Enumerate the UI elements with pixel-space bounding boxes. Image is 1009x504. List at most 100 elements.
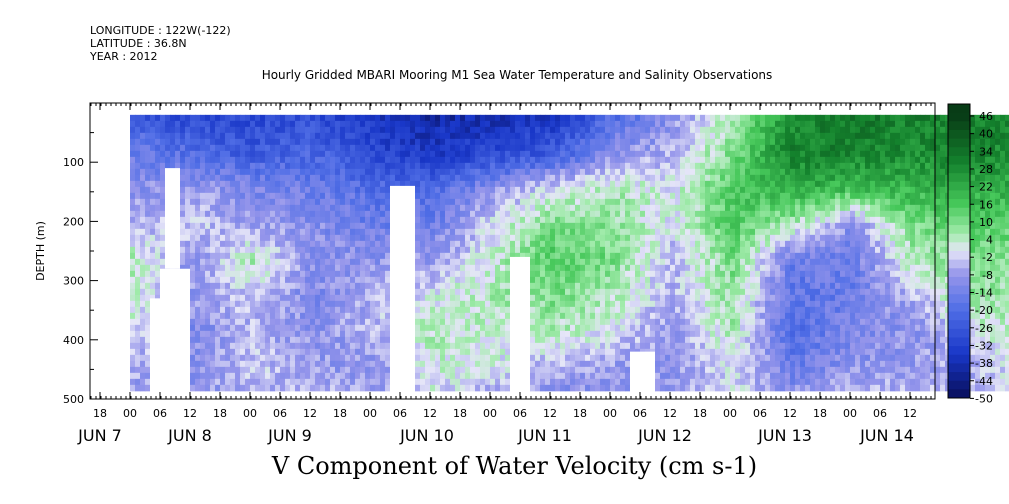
- heatmap-cell: [620, 330, 626, 338]
- heatmap-cell: [305, 330, 311, 338]
- heatmap-cell: [245, 120, 251, 128]
- heatmap-cell: [365, 372, 371, 380]
- heatmap-cell: [300, 174, 306, 182]
- heatmap-cell: [620, 174, 626, 182]
- heatmap-cell: [365, 270, 371, 278]
- heatmap-cell: [485, 186, 491, 194]
- heatmap-cell: [470, 282, 476, 290]
- heatmap-cell: [245, 126, 251, 134]
- heatmap-cell: [385, 294, 391, 302]
- heatmap-cell: [210, 282, 216, 290]
- heatmap-cell: [580, 288, 586, 296]
- heatmap-cell: [335, 318, 341, 326]
- heatmap-cell: [575, 240, 581, 248]
- heatmap-cell: [535, 168, 541, 176]
- heatmap-cell: [430, 378, 436, 386]
- heatmap-cell: [660, 252, 666, 260]
- heatmap-cell: [600, 246, 606, 254]
- heatmap-cell: [355, 348, 361, 356]
- heatmap-cell: [350, 180, 356, 188]
- heatmap-cell: [285, 198, 291, 206]
- heatmap-cell: [580, 198, 586, 206]
- heatmap-cell: [355, 252, 361, 260]
- heatmap-cell: [480, 150, 486, 158]
- heatmap-cell: [580, 306, 586, 314]
- heatmap-cell: [250, 300, 256, 308]
- heatmap-cell: [330, 126, 336, 134]
- heatmap-cell: [580, 246, 586, 254]
- heatmap-cell: [590, 348, 596, 356]
- heatmap-cell: [485, 318, 491, 326]
- heatmap-cell: [300, 366, 306, 374]
- heatmap-cell: [210, 186, 216, 194]
- heatmap-cell: [230, 264, 236, 272]
- heatmap-cell: [330, 384, 336, 392]
- heatmap-cell: [255, 324, 261, 332]
- heatmap-cell: [470, 222, 476, 230]
- heatmap-cell: [225, 216, 231, 224]
- heatmap-cell: [315, 288, 321, 296]
- heatmap-cell: [325, 306, 331, 314]
- heatmap-cell: [210, 174, 216, 182]
- heatmap-cell: [145, 114, 151, 122]
- heatmap-cell: [655, 198, 661, 206]
- heatmap-cell: [455, 198, 461, 206]
- heatmap-cell: [545, 384, 551, 392]
- heatmap-cell: [350, 132, 356, 140]
- heatmap-cell: [195, 216, 201, 224]
- heatmap-cell: [135, 306, 141, 314]
- heatmap-cell: [540, 300, 546, 308]
- heatmap-cell: [325, 366, 331, 374]
- heatmap-cell: [275, 288, 281, 296]
- heatmap-cell: [315, 210, 321, 218]
- heatmap-cell: [475, 264, 481, 272]
- heatmap-cell: [510, 186, 516, 194]
- heatmap-cell: [445, 360, 451, 368]
- heatmap-cell: [195, 174, 201, 182]
- heatmap-cell: [380, 294, 386, 302]
- heatmap-cell: [150, 120, 156, 128]
- heatmap-cell: [260, 132, 266, 140]
- heatmap-cell: [420, 324, 426, 332]
- heatmap-cell: [645, 246, 651, 254]
- heatmap-cell: [195, 126, 201, 134]
- heatmap-cell: [480, 240, 486, 248]
- heatmap-cell: [385, 216, 391, 224]
- heatmap-cell: [570, 210, 576, 218]
- heatmap-cell: [490, 192, 496, 200]
- heatmap-cell: [220, 384, 226, 392]
- heatmap-cell: [625, 282, 631, 290]
- heatmap-cell: [270, 186, 276, 194]
- heatmap-cell: [405, 150, 411, 158]
- heatmap-cell: [615, 150, 621, 158]
- heatmap-cell: [245, 234, 251, 242]
- heatmap-cell: [280, 312, 286, 320]
- heatmap-cell: [465, 210, 471, 218]
- heatmap-cell: [250, 186, 256, 194]
- heatmap-cell: [245, 114, 251, 122]
- heatmap-cell: [335, 372, 341, 380]
- heatmap-cell: [340, 192, 346, 200]
- heatmap-cell: [460, 228, 466, 236]
- heatmap-cell: [560, 372, 566, 380]
- heatmap-cell: [150, 138, 156, 146]
- heatmap-cell: [220, 348, 226, 356]
- heatmap-cell: [375, 318, 381, 326]
- heatmap-cell: [155, 180, 161, 188]
- heatmap-cell: [455, 354, 461, 362]
- heatmap-cell: [505, 282, 511, 290]
- heatmap-cell: [575, 330, 581, 338]
- heatmap-cell: [315, 336, 321, 344]
- heatmap-cell: [660, 240, 666, 248]
- heatmap-cell: [455, 306, 461, 314]
- heatmap-cell: [310, 192, 316, 200]
- heatmap-cell: [460, 126, 466, 134]
- heatmap-cell: [185, 252, 191, 260]
- heatmap-cell: [630, 168, 636, 176]
- heatmap-cell: [220, 168, 226, 176]
- heatmap-cell: [220, 294, 226, 302]
- heatmap-cell: [625, 300, 631, 308]
- heatmap-cell: [380, 276, 386, 284]
- heatmap-cell: [535, 216, 541, 224]
- heatmap-cell: [650, 204, 656, 212]
